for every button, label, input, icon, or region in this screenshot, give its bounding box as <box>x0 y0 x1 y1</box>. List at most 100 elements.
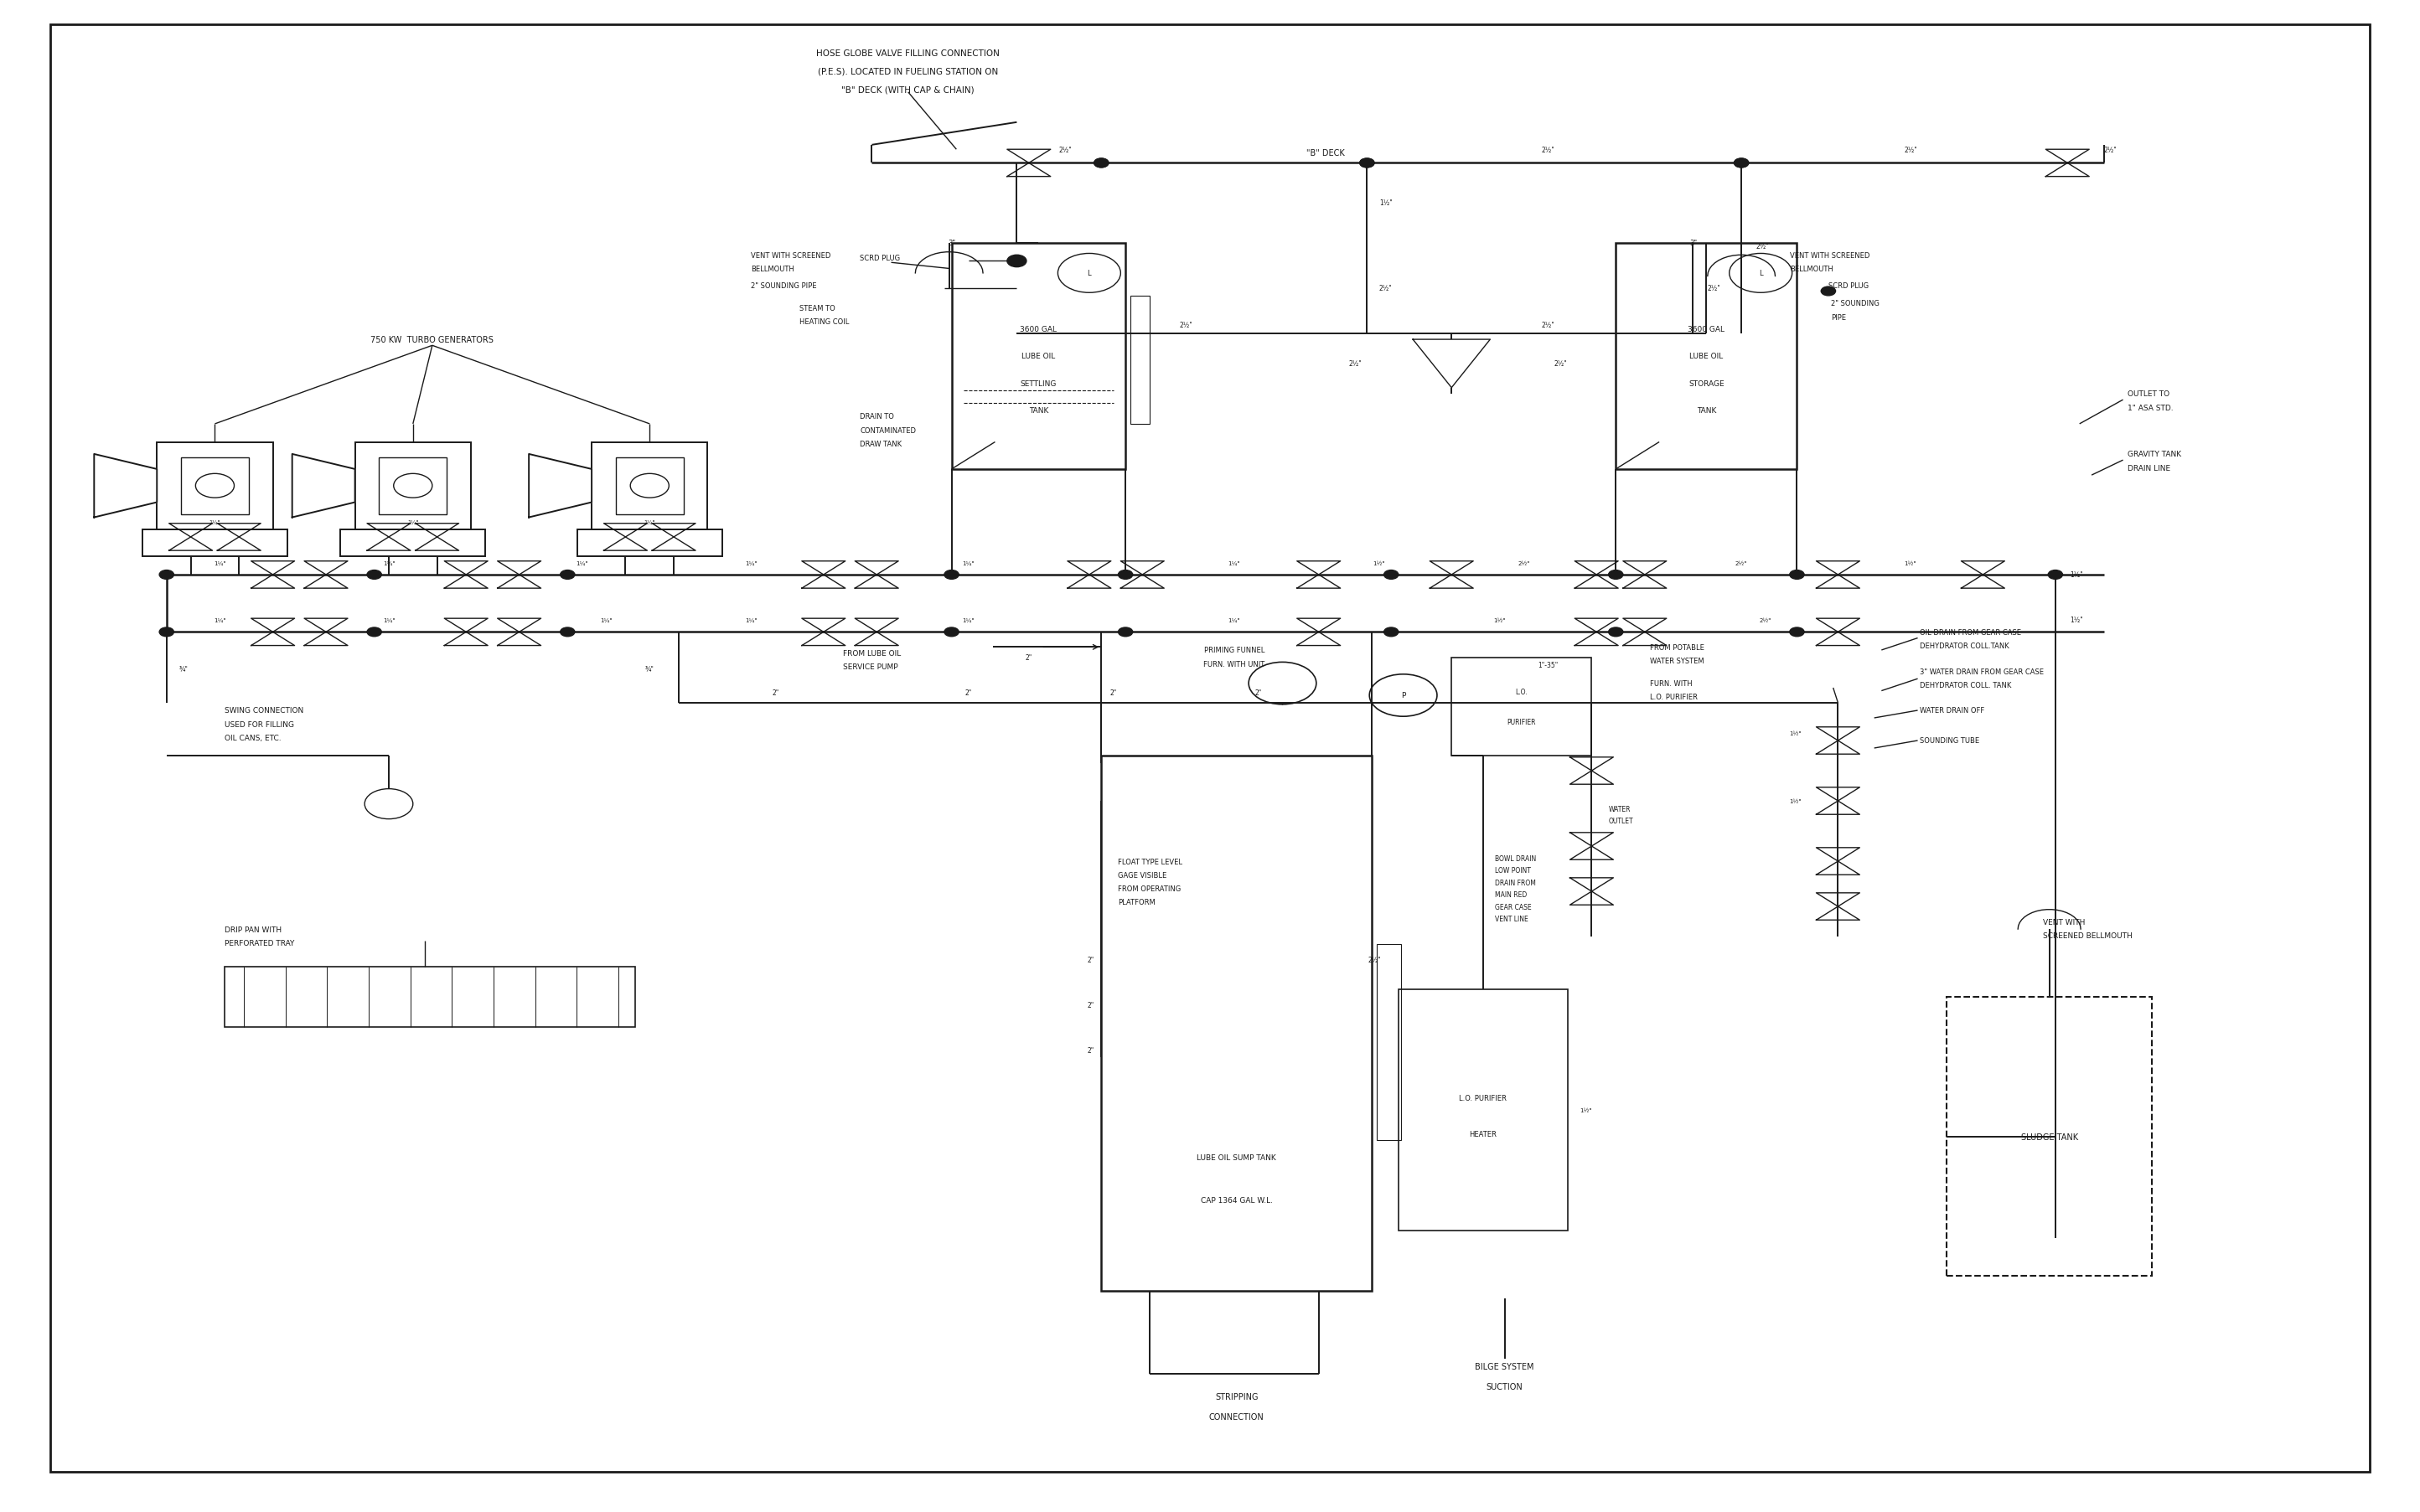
Bar <box>356 443 472 529</box>
Circle shape <box>944 627 958 637</box>
Text: FROM LUBE OIL: FROM LUBE OIL <box>842 650 900 658</box>
Text: GRAVITY TANK: GRAVITY TANK <box>2127 451 2180 458</box>
Circle shape <box>1360 159 1375 168</box>
Text: DRAIN FROM: DRAIN FROM <box>1496 878 1537 886</box>
Text: 1½": 1½" <box>1372 561 1384 565</box>
Text: 1¼": 1¼" <box>382 561 394 565</box>
Text: PRIMING FUNNEL: PRIMING FUNNEL <box>1203 647 1266 655</box>
Text: 2½": 2½" <box>1542 147 1554 154</box>
Polygon shape <box>293 455 356 517</box>
Text: 2": 2" <box>1111 689 1118 697</box>
Text: 1½": 1½" <box>1791 798 1803 804</box>
Bar <box>157 443 273 529</box>
Circle shape <box>2047 570 2062 579</box>
Text: LOW POINT: LOW POINT <box>1496 866 1532 874</box>
Circle shape <box>1007 256 1026 268</box>
Circle shape <box>368 570 382 579</box>
Text: 2": 2" <box>1087 1046 1094 1054</box>
Text: GEAR CASE: GEAR CASE <box>1496 903 1532 910</box>
Text: 2½": 2½" <box>1517 561 1529 565</box>
Polygon shape <box>94 455 157 517</box>
Circle shape <box>1118 627 1133 637</box>
Circle shape <box>1118 570 1133 579</box>
Text: 1¼": 1¼" <box>745 561 757 565</box>
Text: SERVICE PUMP: SERVICE PUMP <box>842 664 898 671</box>
Text: STRIPPING: STRIPPING <box>1215 1393 1258 1400</box>
Text: 2½": 2½" <box>1348 360 1362 367</box>
Text: 2½": 2½" <box>1905 147 1917 154</box>
Text: SOUNDING TUBE: SOUNDING TUBE <box>1919 738 1980 745</box>
Text: L: L <box>1087 269 1091 277</box>
Text: ¾": ¾" <box>646 665 653 673</box>
Bar <box>341 529 486 556</box>
Bar <box>1452 658 1592 756</box>
Text: L.O. PURIFIER: L.O. PURIFIER <box>1650 694 1696 702</box>
Text: 1¼": 1¼" <box>213 618 225 623</box>
Text: 2" SOUNDING PIPE: 2" SOUNDING PIPE <box>750 281 818 289</box>
Text: TANK: TANK <box>1028 407 1048 414</box>
Text: OIL CANS, ETC.: OIL CANS, ETC. <box>225 735 281 742</box>
Text: 1¼": 1¼" <box>213 561 225 565</box>
Bar <box>1130 296 1150 425</box>
Text: 2½": 2½" <box>1379 284 1392 292</box>
Text: FURN. WITH UNIT: FURN. WITH UNIT <box>1203 661 1266 668</box>
Text: LUBE OIL SUMP TANK: LUBE OIL SUMP TANK <box>1198 1154 1275 1161</box>
Circle shape <box>1094 159 1108 168</box>
Text: 2½": 2½" <box>1759 618 1771 623</box>
Text: 1¼": 1¼" <box>644 520 656 525</box>
Bar <box>225 968 634 1027</box>
Circle shape <box>1094 159 1108 168</box>
Text: WATER: WATER <box>1609 804 1631 812</box>
Text: USED FOR FILLING: USED FOR FILLING <box>225 721 295 729</box>
Text: 2½": 2½" <box>2103 147 2118 154</box>
Text: SETTLING: SETTLING <box>1021 380 1058 387</box>
Text: HOSE GLOBE VALVE FILLING CONNECTION: HOSE GLOBE VALVE FILLING CONNECTION <box>816 50 999 57</box>
Text: 2": 2" <box>1087 1001 1094 1009</box>
Bar <box>1101 756 1372 1291</box>
Text: OUTLET: OUTLET <box>1609 816 1634 824</box>
Text: CONNECTION: CONNECTION <box>1210 1412 1263 1420</box>
Text: 1½": 1½" <box>1905 561 1917 565</box>
Text: 1¼": 1¼" <box>576 561 588 565</box>
Text: VENT LINE: VENT LINE <box>1496 915 1529 922</box>
Text: 1½": 1½" <box>1580 1108 1592 1113</box>
Circle shape <box>160 570 174 579</box>
Text: P: P <box>1401 692 1406 700</box>
Bar <box>615 458 682 514</box>
Text: 3": 3" <box>1689 240 1696 248</box>
Text: 1"-35": 1"-35" <box>1539 662 1558 670</box>
Text: 1½": 1½" <box>2069 617 2084 624</box>
Text: 1¼": 1¼" <box>963 618 975 623</box>
Text: 3600 GAL: 3600 GAL <box>1021 325 1058 333</box>
Text: PERFORATED TRAY: PERFORATED TRAY <box>225 939 295 947</box>
Text: DRAIN TO: DRAIN TO <box>859 413 893 420</box>
Text: L.O.: L.O. <box>1515 688 1527 696</box>
Circle shape <box>1822 287 1837 296</box>
Text: DRAW TANK: DRAW TANK <box>859 440 903 448</box>
Text: LUBE OIL: LUBE OIL <box>1021 352 1055 360</box>
Text: 2": 2" <box>1087 956 1094 963</box>
Text: 2": 2" <box>1026 655 1033 662</box>
Circle shape <box>368 627 382 637</box>
Text: GAGE VISIBLE: GAGE VISIBLE <box>1118 871 1166 878</box>
Text: 1" ASA STD.: 1" ASA STD. <box>2127 404 2173 411</box>
Text: 2½": 2½" <box>1542 321 1554 328</box>
Text: DRAIN LINE: DRAIN LINE <box>2127 464 2171 472</box>
Text: BOWL DRAIN: BOWL DRAIN <box>1496 854 1537 862</box>
Bar <box>951 243 1125 470</box>
Circle shape <box>1791 570 1805 579</box>
Text: DEHYDRATOR COLL. TANK: DEHYDRATOR COLL. TANK <box>1919 682 2011 689</box>
Text: 1½": 1½" <box>1379 200 1392 207</box>
Text: L.O. PURIFIER: L.O. PURIFIER <box>1459 1095 1508 1102</box>
Text: PURIFIER: PURIFIER <box>1508 718 1537 726</box>
Text: 3": 3" <box>949 240 956 248</box>
Text: "B" DECK: "B" DECK <box>1307 148 1346 157</box>
Text: STORAGE: STORAGE <box>1689 380 1723 387</box>
Circle shape <box>561 570 576 579</box>
Text: WATER DRAIN OFF: WATER DRAIN OFF <box>1919 708 1984 715</box>
Text: 1½": 1½" <box>1791 730 1803 736</box>
Bar <box>182 458 249 514</box>
Text: HEATER: HEATER <box>1469 1131 1496 1139</box>
Text: STEAM TO: STEAM TO <box>799 304 835 311</box>
Circle shape <box>944 570 958 579</box>
